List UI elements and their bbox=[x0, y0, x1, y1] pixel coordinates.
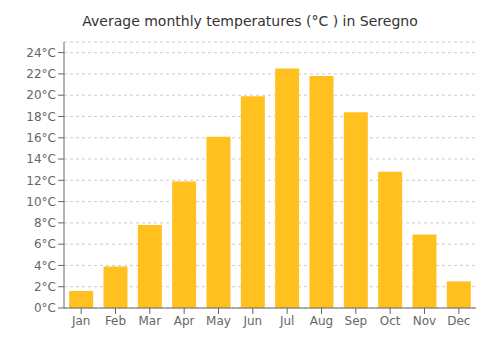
svg-text:4°C: 4°C bbox=[34, 259, 56, 273]
svg-text:8°C: 8°C bbox=[34, 216, 56, 230]
svg-text:Jun: Jun bbox=[242, 314, 262, 328]
svg-text:Jan: Jan bbox=[71, 314, 91, 328]
svg-text:22°C: 22°C bbox=[26, 67, 56, 81]
svg-text:Feb: Feb bbox=[105, 314, 126, 328]
svg-text:6°C: 6°C bbox=[34, 237, 56, 251]
svg-text:Aug: Aug bbox=[310, 314, 333, 328]
svg-text:Jul: Jul bbox=[279, 314, 294, 328]
svg-text:18°C: 18°C bbox=[26, 110, 56, 124]
svg-text:16°C: 16°C bbox=[26, 131, 56, 145]
svg-text:May: May bbox=[206, 314, 231, 328]
svg-text:Sep: Sep bbox=[345, 314, 368, 328]
svg-text:Oct: Oct bbox=[380, 314, 401, 328]
svg-text:Apr: Apr bbox=[174, 314, 195, 328]
svg-text:2°C: 2°C bbox=[34, 280, 56, 294]
svg-text:Nov: Nov bbox=[413, 314, 436, 328]
svg-text:20°C: 20°C bbox=[26, 88, 56, 102]
svg-text:24°C: 24°C bbox=[26, 46, 56, 60]
html-text:Average monthly temperatures (: Average monthly temperatures (°C ) in Se… bbox=[82, 13, 418, 29]
svg-text:Mar: Mar bbox=[139, 314, 162, 328]
svg-text:12°C: 12°C bbox=[26, 174, 56, 188]
svg-text:Dec: Dec bbox=[447, 314, 470, 328]
svg-text:14°C: 14°C bbox=[26, 152, 56, 166]
svg-text:10°C: 10°C bbox=[26, 195, 56, 209]
svg-text:0°C: 0°C bbox=[34, 301, 56, 315]
